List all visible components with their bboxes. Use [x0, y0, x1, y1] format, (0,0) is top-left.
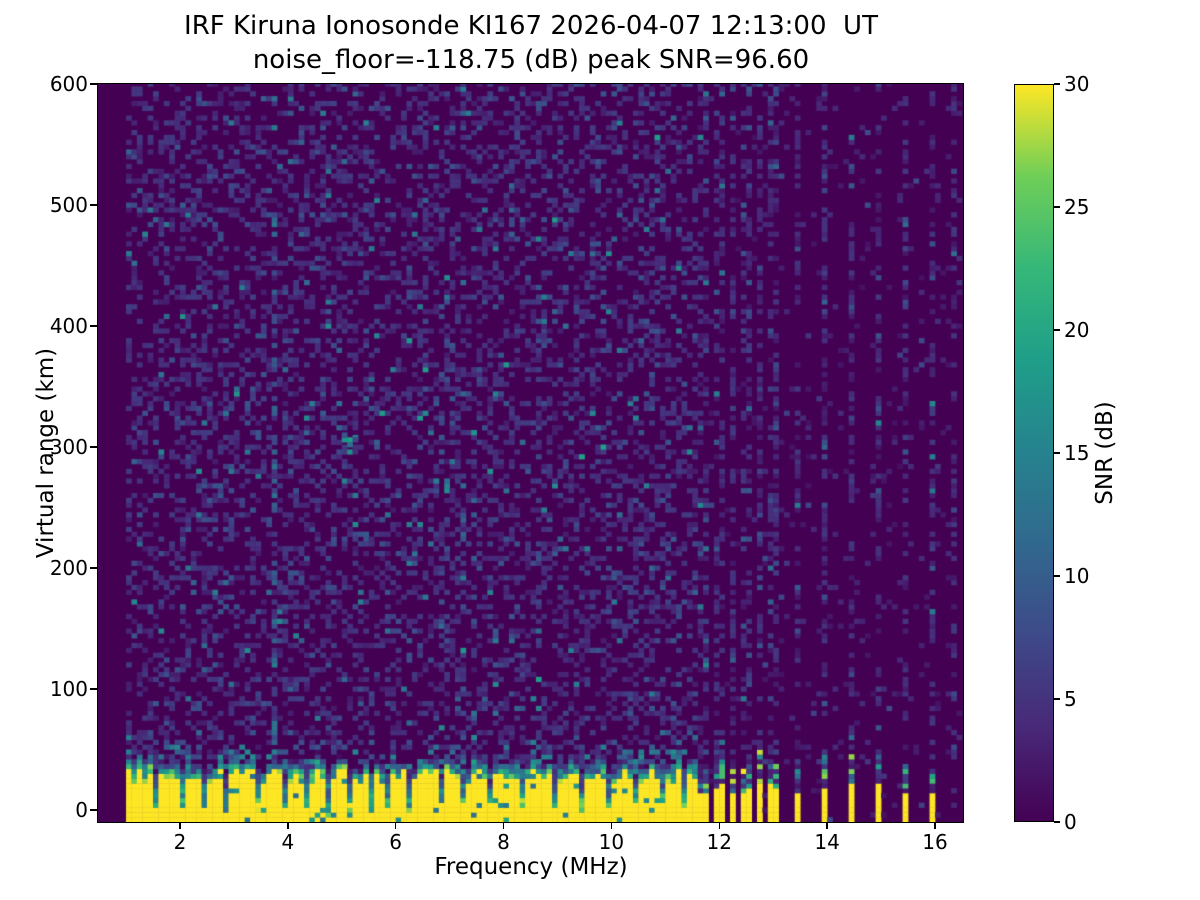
y-tick-label: 200: [49, 555, 88, 580]
chart-title: IRF Kiruna Ionosonde KI167 2026-04-07 12…: [184, 11, 878, 41]
x-tick-label: 4: [281, 830, 295, 854]
y-tick-label: 300: [49, 434, 88, 459]
y-tick-mark: [90, 83, 97, 85]
y-tick-mark: [90, 204, 97, 206]
x-tick-mark: [394, 822, 397, 829]
colorbar-tick-mark: [1054, 206, 1060, 208]
y-tick-label: 500: [49, 192, 88, 217]
y-tick-label: 600: [49, 72, 88, 96]
colorbar-tick-label: 5: [1064, 687, 1077, 711]
colorbar-tick-label: 15: [1064, 441, 1090, 465]
colorbar-tick-label: 0: [1064, 810, 1077, 834]
y-tick-mark: [90, 325, 97, 327]
x-tick-label: 16: [922, 830, 948, 854]
colorbar: [1014, 84, 1054, 822]
y-tick-mark: [90, 446, 97, 448]
x-tick-label: 6: [389, 830, 403, 854]
y-tick-label: 0: [75, 797, 88, 822]
x-tick-label: 2: [173, 830, 187, 854]
x-tick-mark: [934, 822, 936, 829]
y-tick-mark: [90, 688, 97, 690]
x-axis-label: Frequency (MHz): [434, 854, 628, 880]
x-tick-mark: [502, 822, 505, 829]
x-tick-label: 10: [598, 830, 625, 854]
x-tick-mark: [179, 822, 181, 829]
colorbar-tick-mark: [1054, 821, 1060, 823]
colorbar-tick-mark: [1054, 698, 1060, 700]
plot-frame: [97, 83, 964, 823]
colorbar-tick-mark: [1054, 575, 1060, 577]
x-tick-mark: [826, 822, 828, 829]
y-tick-label: 400: [49, 313, 88, 338]
colorbar-tick-mark: [1054, 329, 1060, 331]
x-tick-label: 12: [706, 830, 732, 854]
x-tick-label: 8: [497, 830, 510, 854]
heatmap-canvas: [98, 84, 963, 822]
colorbar-tick-mark: [1054, 452, 1060, 454]
x-tick-mark: [718, 822, 720, 829]
colorbar-tick-label: 10: [1064, 564, 1090, 588]
x-tick-label: 14: [814, 830, 840, 854]
x-tick-mark: [610, 822, 613, 829]
colorbar-tick-label: 20: [1064, 318, 1090, 342]
y-tick-mark: [90, 809, 97, 811]
y-tick-mark: [90, 567, 97, 569]
x-tick-mark: [287, 822, 289, 829]
chart-subtitle: noise_floor=-118.75 (dB) peak SNR=96.60: [252, 45, 810, 75]
colorbar-tick-mark: [1054, 83, 1060, 85]
colorbar-tick-label: 25: [1064, 195, 1090, 219]
colorbar-tick-label: 30: [1064, 72, 1090, 96]
y-tick-label: 100: [49, 676, 88, 701]
